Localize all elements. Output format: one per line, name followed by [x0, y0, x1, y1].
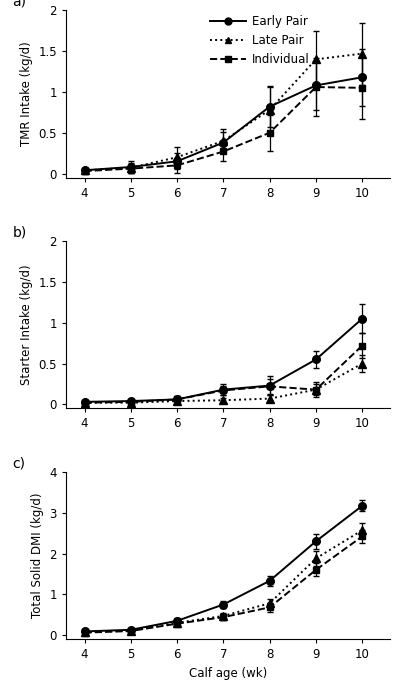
Y-axis label: TMR Intake (kg/d): TMR Intake (kg/d): [20, 41, 33, 146]
Text: c): c): [12, 456, 26, 471]
Text: b): b): [12, 225, 27, 240]
Y-axis label: Starter Intake (kg/d): Starter Intake (kg/d): [20, 265, 33, 385]
Text: a): a): [12, 0, 26, 9]
Legend: Early Pair, Late Pair, Individual: Early Pair, Late Pair, Individual: [208, 13, 312, 68]
Y-axis label: Total Solid DMI (kg/d): Total Solid DMI (kg/d): [31, 493, 44, 618]
X-axis label: Calf age (wk): Calf age (wk): [189, 667, 267, 680]
